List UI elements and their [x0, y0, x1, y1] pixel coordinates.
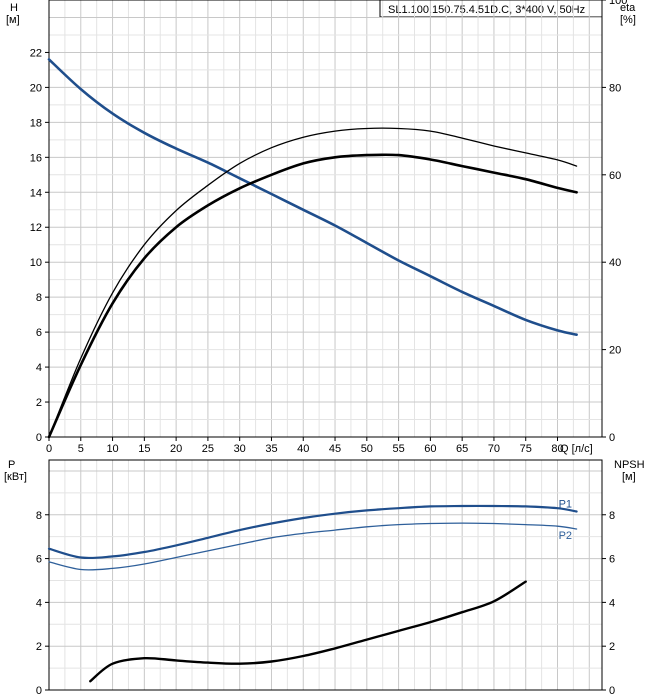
top-left-axis-unit: [м]	[6, 14, 20, 26]
bottom-left-tick-label: 2	[36, 641, 42, 653]
top-series-line-0	[47, 58, 578, 336]
bottom-series-line-0	[47, 504, 578, 560]
x-tick-label: 5	[78, 443, 84, 455]
x-tick-label: 40	[297, 443, 309, 455]
bottom-right-tick-label: 2	[609, 641, 615, 653]
top-left-tick-label: 8	[36, 292, 42, 304]
top-right-tick-label: 100	[609, 0, 627, 7]
top-left-tick-label: 2	[36, 397, 42, 409]
x-tick-label: 25	[202, 443, 214, 455]
bottom-left-axis-unit: [кВт]	[4, 471, 27, 483]
bottom-left-tick-label: 4	[36, 597, 42, 609]
x-tick-label: 35	[265, 443, 277, 455]
bottom-right-tick-label: 8	[609, 510, 615, 522]
series-label-p1: P1	[559, 498, 572, 510]
bottom-left-tick-label: 6	[36, 554, 42, 566]
top-series-line-1	[47, 153, 578, 439]
x-tick-label: 75	[520, 443, 532, 455]
bottom-series-line-2	[89, 580, 527, 683]
top-right-tick-label: 0	[609, 432, 615, 444]
top-left-tick-label: 18	[30, 117, 42, 129]
x-tick-label: 55	[392, 443, 404, 455]
top-right-axis-title: eta	[620, 2, 636, 14]
head-efficiency-panel: 0 2 4 6 8 10 12 14 16 18 20 22 0 20 40 60 80 100 0 5 10 15 20 2…	[30, 0, 627, 455]
bottom-left-tick-label: 8	[36, 510, 42, 522]
series-label-p2: P2	[559, 530, 572, 542]
top-left-tick-label: 16	[30, 152, 42, 164]
top-right-tick-label: 20	[609, 345, 621, 357]
top-left-tick-label: 0	[36, 432, 42, 444]
bottom-left-tick-label: 0	[36, 685, 42, 697]
chart-title: SL1.100.150.75.4.51D.C, 3*400 V, 50Hz	[388, 4, 585, 16]
x-tick-label: 15	[138, 443, 150, 455]
top-plot-frame	[48, 0, 603, 438]
top-left-tick-label: 22	[30, 47, 42, 59]
top-right-tick-label: 60	[609, 170, 621, 182]
x-tick-label: 10	[106, 443, 118, 455]
top-left-tick-label: 4	[36, 362, 42, 374]
bottom-right-tick-label: 4	[609, 597, 615, 609]
bottom-series-line-1	[48, 522, 578, 571]
x-tick-label: 0	[46, 443, 52, 455]
top-left-tick-label: 10	[30, 257, 42, 269]
top-right-axis-unit: [%]	[620, 14, 636, 26]
top-series-line-2	[48, 127, 578, 438]
top-left-tick-label: 20	[30, 82, 42, 94]
bottom-right-tick-label: 0	[609, 685, 615, 697]
x-tick-label: 45	[329, 443, 341, 455]
top-left-axis-title: H	[10, 2, 18, 14]
x-tick-label: 65	[456, 443, 468, 455]
top-left-tick-label: 12	[30, 222, 42, 234]
top-x-axis-title: Q [л/с]	[560, 443, 593, 455]
x-tick-label: 80	[551, 443, 563, 455]
bottom-left-axis-title: P	[8, 459, 15, 471]
x-tick-label: 30	[234, 443, 246, 455]
x-tick-label: 70	[488, 443, 500, 455]
top-left-tick-label: 6	[36, 327, 42, 339]
bottom-plot-frame	[48, 459, 603, 691]
top-left-tick-label: 14	[30, 187, 42, 199]
x-tick-label: 20	[170, 443, 182, 455]
top-right-tick-label: 80	[609, 82, 621, 94]
x-tick-label: 50	[361, 443, 373, 455]
top-right-tick-label: 40	[609, 257, 621, 269]
bottom-right-axis-title: NPSH	[614, 459, 645, 471]
bottom-right-tick-label: 6	[609, 554, 615, 566]
bottom-right-axis-unit: [м]	[622, 471, 636, 483]
x-tick-label: 60	[424, 443, 436, 455]
power-npsh-panel: 0 2 4 6 8 0 2 4 6 8 P1 P2	[36, 459, 615, 697]
